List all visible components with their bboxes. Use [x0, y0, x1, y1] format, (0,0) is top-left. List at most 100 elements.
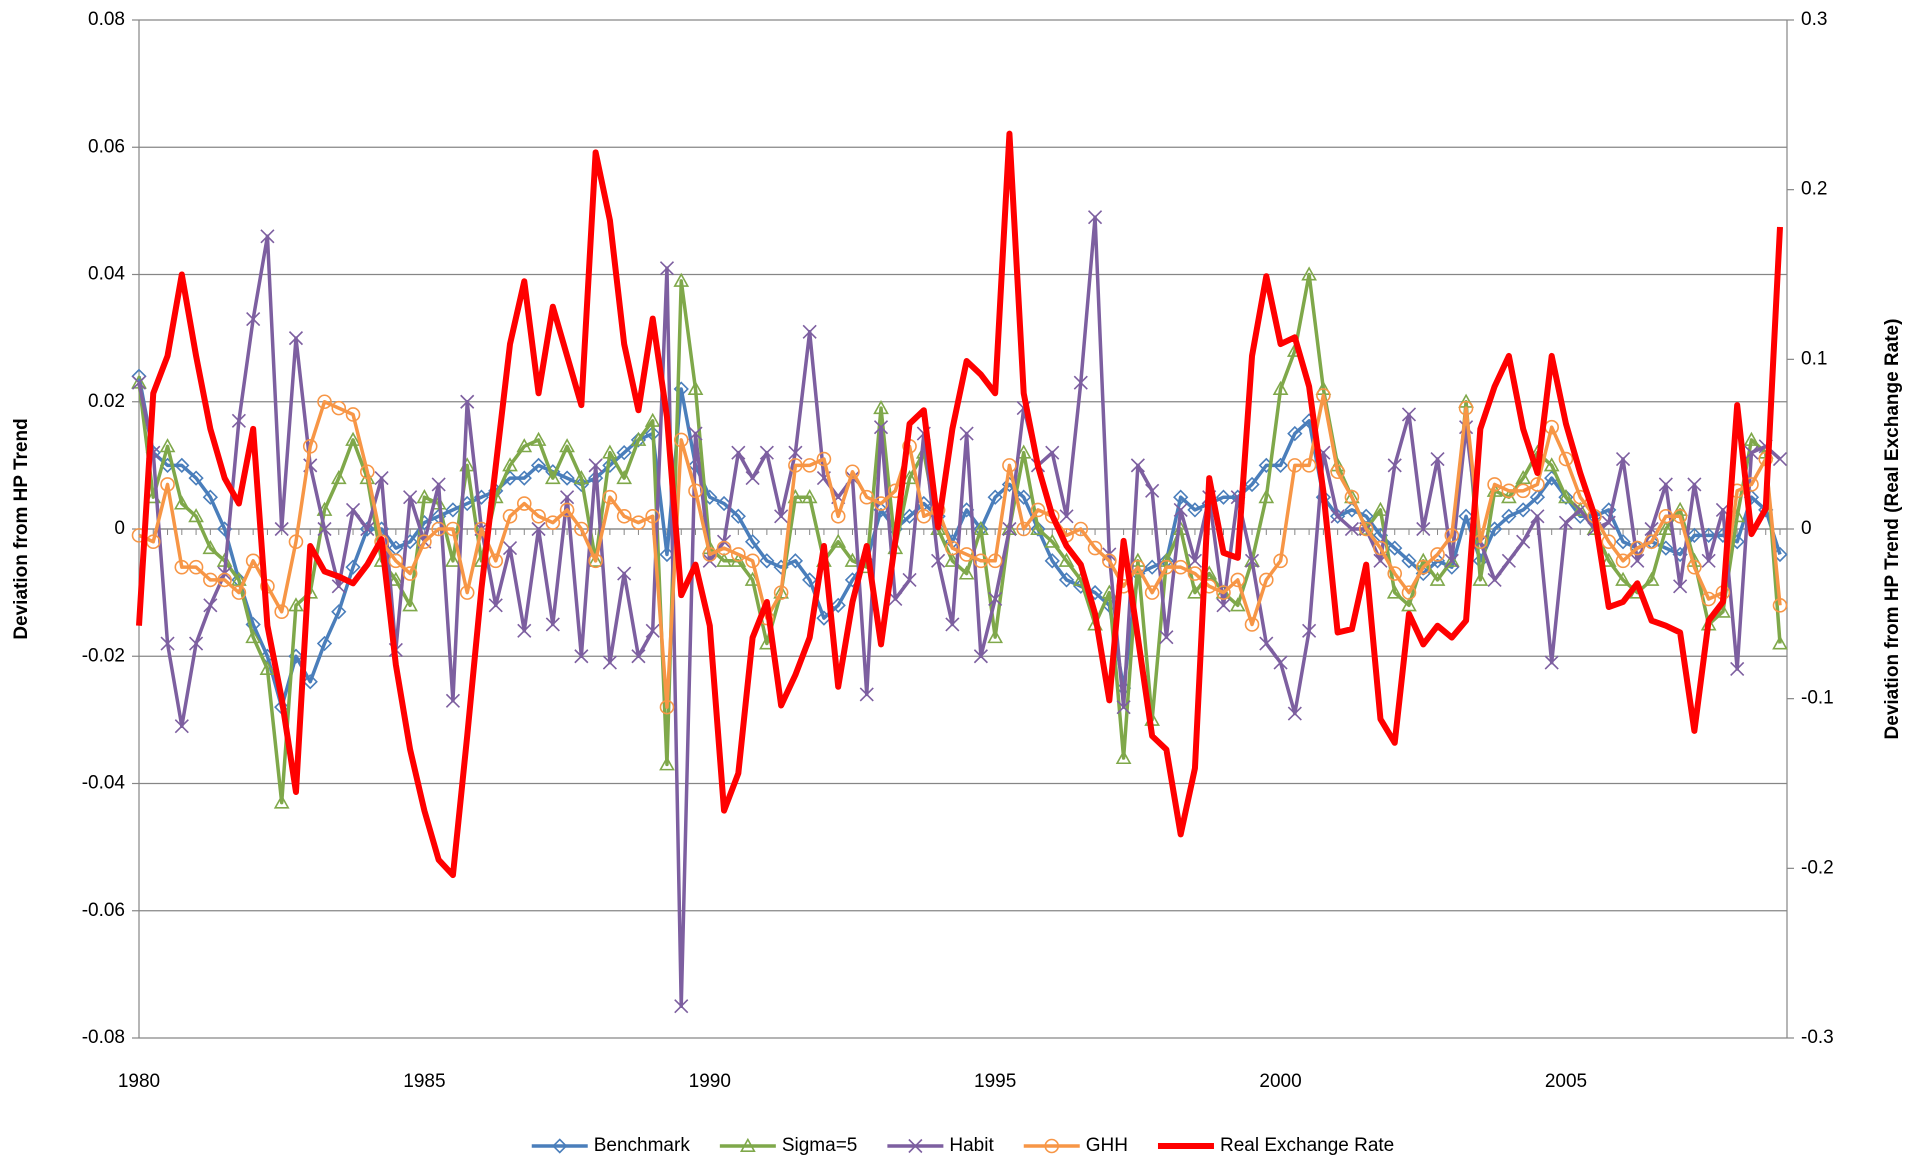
data-point [544, 469, 561, 485]
data-point [1145, 483, 1160, 498]
data-point [445, 693, 460, 708]
data-point [1429, 571, 1446, 586]
data-point [1558, 489, 1574, 505]
data-point [1287, 458, 1303, 473]
data-point [773, 584, 789, 599]
data-point [1615, 451, 1631, 467]
data-point [987, 629, 1004, 644]
data-point [174, 559, 190, 575]
data-point [1187, 566, 1203, 581]
data-point [773, 585, 789, 600]
data-point [1002, 458, 1017, 473]
data-point [1644, 534, 1659, 550]
data-point [331, 604, 347, 620]
data-point [1116, 700, 1131, 715]
y2-tick-label: 0 [1801, 518, 1812, 539]
legend-marker-shape [552, 1138, 568, 1154]
data-point [1244, 553, 1260, 568]
data-point [731, 547, 746, 562]
data-point [1401, 407, 1417, 422]
y2-axis-title: Deviation from HP Trend (Real Exchange R… [1882, 319, 1903, 740]
data-point [945, 617, 960, 632]
data-point [1344, 521, 1359, 537]
data-point [716, 495, 732, 512]
legend-label: Habit [949, 1135, 994, 1156]
data-point [1658, 508, 1674, 524]
data-point [302, 674, 318, 690]
data-point [1030, 521, 1046, 537]
legend-label: GHH [1086, 1135, 1128, 1156]
data-point [1744, 445, 1759, 460]
data-point [1358, 521, 1374, 537]
data-point [1216, 585, 1231, 600]
data-point [502, 457, 518, 472]
data-point [502, 541, 518, 556]
data-point [901, 469, 918, 485]
data-point [1273, 553, 1288, 569]
legend-marker [1044, 1138, 1060, 1154]
y2-tick-label: 0.2 [1801, 179, 1827, 200]
data-point [559, 470, 575, 486]
data-point [602, 444, 618, 459]
y-axis-title: Deviation from HP Trend [11, 418, 32, 639]
data-point [888, 591, 903, 607]
data-point [1515, 483, 1531, 499]
legend-marker-shape [1044, 1138, 1060, 1154]
data-point [1044, 553, 1060, 569]
data-point [716, 552, 732, 567]
data-point [830, 597, 846, 613]
data-point [1615, 534, 1631, 550]
data-point [1244, 476, 1260, 493]
data-point [788, 458, 803, 473]
data-point [659, 756, 675, 771]
data-point [1316, 388, 1331, 403]
x-tick-label: 1990 [689, 1071, 731, 1092]
data-point [1187, 553, 1203, 568]
data-point [1501, 553, 1516, 568]
data-point [1002, 521, 1017, 537]
data-point [1144, 585, 1160, 600]
data-point [1330, 509, 1345, 524]
data-point [1229, 597, 1246, 612]
data-point [1087, 210, 1103, 225]
data-point [1558, 489, 1574, 504]
data-point [973, 649, 988, 664]
data-point [1330, 508, 1346, 524]
data-point [488, 598, 503, 613]
data-point [1045, 445, 1060, 460]
data-point [1030, 520, 1046, 535]
data-point [545, 617, 560, 632]
y-tick-label: -0.08 [82, 1027, 125, 1048]
data-point [1515, 502, 1531, 518]
data-point [1173, 489, 1189, 505]
data-point [873, 399, 889, 415]
x-tick-label: 2000 [1259, 1071, 1301, 1092]
data-point [744, 534, 761, 550]
data-point [1030, 502, 1046, 518]
data-point [345, 431, 361, 446]
data-point [1372, 501, 1389, 516]
data-point [1701, 553, 1716, 568]
data-point [431, 521, 446, 537]
data-point [573, 476, 589, 493]
data-point [574, 649, 589, 664]
data-point [1401, 553, 1417, 569]
data-point [1387, 458, 1402, 473]
data-point [302, 438, 318, 454]
data-point [1558, 451, 1574, 467]
data-point [1102, 553, 1117, 569]
data-point [231, 413, 246, 428]
data-point [345, 502, 361, 517]
data-point [902, 572, 917, 587]
data-point [402, 597, 418, 612]
data-point [945, 540, 960, 556]
data-point [1487, 572, 1502, 587]
data-point [1058, 552, 1075, 567]
x-tick-label: 1995 [974, 1071, 1016, 1092]
legend-label: Benchmark [594, 1135, 691, 1156]
data-point [616, 508, 632, 524]
data-point [1601, 515, 1616, 530]
data-point [445, 502, 461, 518]
data-point [1772, 635, 1788, 650]
legend-label: Real Exchange Rate [1220, 1135, 1394, 1156]
